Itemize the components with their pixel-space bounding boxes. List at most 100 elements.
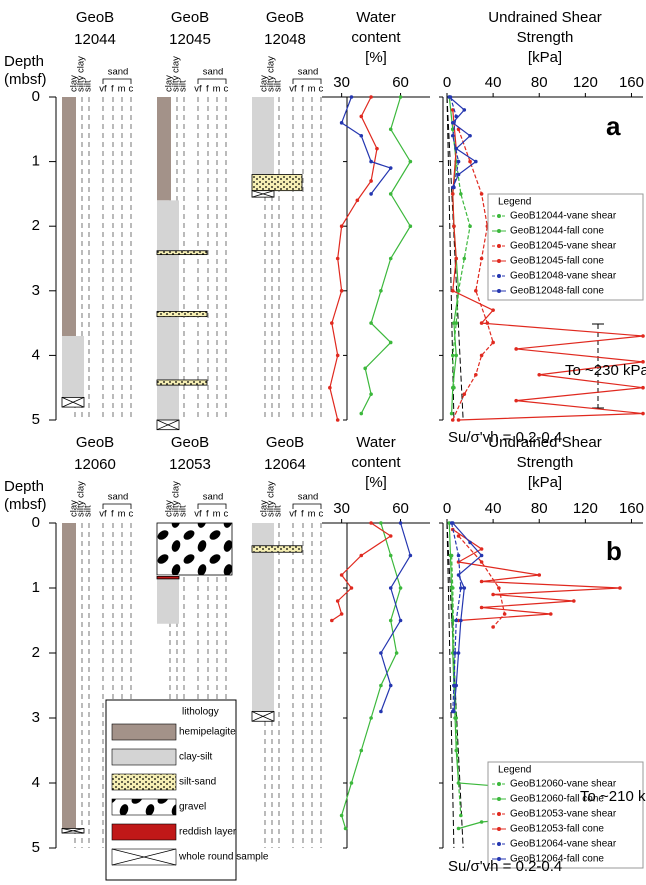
series-line [329, 96, 378, 421]
series-point [459, 586, 463, 590]
legend-dot [497, 289, 501, 293]
grain-label: clay [69, 500, 80, 517]
series-point [468, 159, 472, 164]
series-point [349, 95, 354, 99]
sand-class: c [319, 84, 324, 95]
series-point [474, 289, 478, 293]
grain-label: silty clay [76, 56, 87, 92]
series-point [388, 553, 393, 558]
series-point [369, 95, 373, 99]
chart-title: [kPa] [528, 474, 562, 491]
lithology-legend-title: lithology [182, 707, 219, 718]
sand-class: m [308, 84, 316, 95]
chart-title: [kPa] [528, 49, 562, 66]
whole-round-cross [251, 711, 275, 722]
series-point [548, 612, 553, 616]
series-point [379, 709, 383, 714]
series-point [479, 579, 484, 584]
x-tick-label: 30 [333, 500, 350, 517]
depth-tick-label: 3 [32, 709, 40, 726]
panel-label: a [606, 111, 621, 141]
series-point [479, 820, 484, 824]
series-point [398, 521, 403, 525]
series-point [448, 553, 453, 558]
depth-label: Depth [4, 478, 44, 495]
chart-title: content [351, 29, 401, 46]
series-point [363, 366, 368, 371]
sand-label: sand [298, 492, 319, 503]
legend-label: GeoB12053-vane shear [510, 809, 617, 820]
lithology-swatch [111, 748, 177, 766]
core-interval [62, 336, 84, 398]
legend-dot [497, 827, 501, 831]
sand-class: vf [99, 509, 107, 520]
series-point [450, 618, 455, 623]
sand-class: f [301, 84, 304, 95]
series-point [479, 192, 484, 196]
series-point [359, 133, 364, 138]
series-point [388, 256, 393, 261]
grain-label: silty clay [266, 56, 277, 92]
series-point [456, 553, 461, 558]
series-point [398, 95, 403, 99]
legend-title: Legend [498, 197, 531, 208]
series-point [394, 651, 399, 655]
chart-title: [%] [365, 49, 387, 66]
sand-class: m [118, 509, 126, 520]
series-point [456, 781, 461, 785]
sand-class: f [111, 84, 114, 95]
series-point [456, 418, 461, 422]
sand-label: sand [203, 67, 224, 78]
series-point [462, 586, 467, 590]
sand-bracket [197, 78, 227, 84]
lithology-label: clay-silt [179, 752, 213, 763]
series-point [379, 289, 383, 293]
series-point [454, 683, 459, 688]
series-point [456, 289, 461, 293]
core-interval [156, 311, 208, 318]
annotation: To ~230 kPa [565, 362, 646, 379]
core-number: 12060 [74, 456, 116, 473]
series-point [388, 618, 393, 623]
core-interval [251, 545, 303, 553]
series-point [375, 146, 379, 151]
core-number: 12045 [169, 31, 211, 48]
core-prefix: GeoB [171, 434, 209, 451]
x-tick-label: 160 [619, 74, 644, 91]
sand-class: c [129, 84, 134, 95]
series-line [360, 96, 412, 414]
sand-class: m [213, 84, 221, 95]
series-point [450, 418, 455, 422]
legend-dot [497, 797, 501, 801]
series-point [479, 547, 484, 551]
sand-label: sand [298, 67, 319, 78]
legend-dot [497, 229, 501, 233]
series-point [454, 256, 459, 261]
series-point [408, 224, 413, 228]
grain-label: silty clay [171, 56, 182, 92]
series-point [497, 586, 501, 590]
series-point [459, 813, 463, 818]
sand-bracket [102, 78, 132, 84]
series-point [456, 172, 461, 177]
grain-label: silt [83, 505, 94, 517]
x-tick-label: 80 [531, 74, 548, 91]
grain-label: clay [164, 75, 175, 92]
sand-bracket [197, 503, 227, 509]
series-point [408, 553, 413, 558]
series-line [452, 529, 620, 622]
legend-label: GeoB12048-fall cone [510, 286, 604, 297]
series-point [359, 553, 364, 558]
x-tick-label: 160 [619, 500, 644, 517]
series-point [452, 709, 456, 714]
series-point [388, 166, 393, 170]
sand-class: f [111, 509, 114, 520]
series-point [388, 586, 393, 590]
legend-label: GeoB12060-vane shear [510, 779, 617, 790]
grain-label: silt [273, 505, 284, 517]
reference-line [446, 522, 455, 849]
sand-class: m [118, 84, 126, 95]
sand-class: m [308, 509, 316, 520]
series-point [641, 334, 645, 338]
depth-tick-label: 0 [32, 514, 40, 531]
